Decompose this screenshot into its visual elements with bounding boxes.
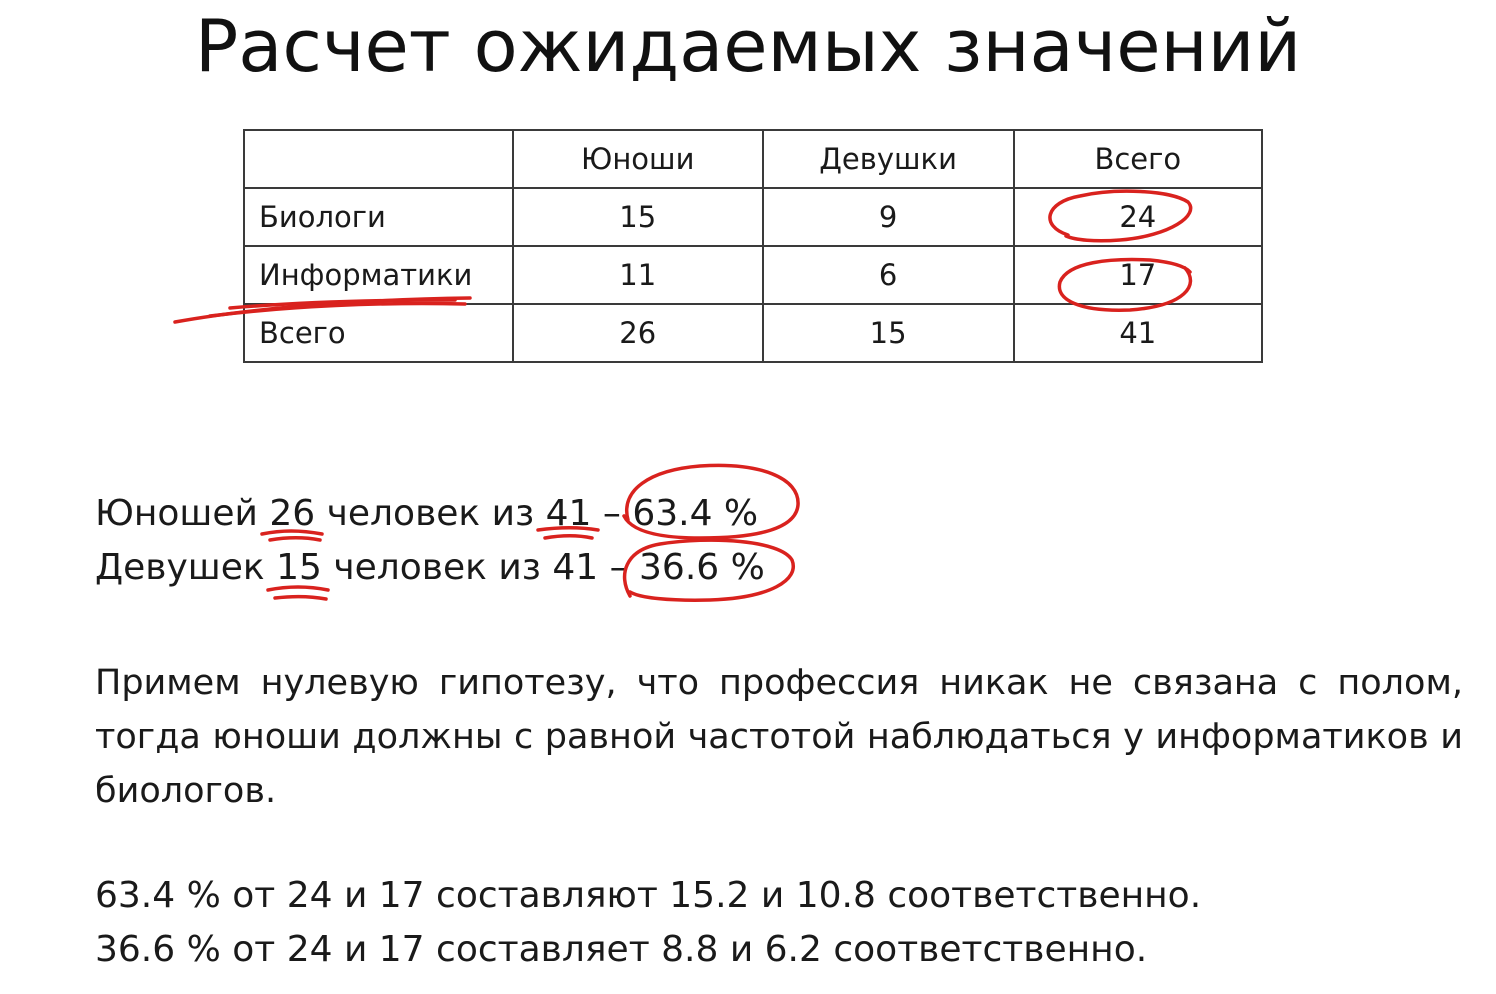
table-cell: 41: [1012, 303, 1264, 363]
result-line-girls: 36.6 % от 24 и 17 составляет 8.8 и 6.2 с…: [95, 929, 1148, 970]
boys-count: 26: [269, 493, 316, 534]
girls-count: 15: [276, 547, 322, 588]
table-cell: 9: [761, 187, 1015, 247]
hypothesis-paragraph: Примем нулевую гипотезу, что профессия н…: [95, 663, 1463, 811]
table-cell: 17: [1012, 245, 1264, 305]
contingency-table: Юноши Девушки Всего Биологи 15 9 24 Инфо…: [243, 129, 1264, 363]
share-line-boys: Юношей 26 человек из 41 – 63.4 %: [95, 493, 759, 534]
table-header-cell: Юноши: [511, 129, 764, 189]
table-row: Биологи 15 9 24: [243, 187, 1264, 247]
underline-annotation: [273, 594, 328, 601]
underline-annotation: [543, 534, 594, 540]
table-cell: 6: [761, 245, 1015, 305]
table-cell: 11: [511, 245, 764, 305]
table-cell: 15: [761, 303, 1015, 363]
total-count: 41: [545, 493, 592, 534]
table-cell: 24: [1012, 187, 1264, 247]
table-row: Информатики 11 6 17: [243, 245, 1264, 305]
result-line-boys: 63.4 % от 24 и 17 составляют 15.2 и 10.8…: [95, 875, 1202, 916]
share-line-girls: Девушек 15 человек из 41 – 36.6 %: [95, 547, 765, 588]
table-header-empty: [243, 129, 514, 189]
table-row: Всего 26 15 41: [243, 303, 1264, 363]
slide-title: Расчет ожидаемых значений: [194, 4, 1302, 88]
table-header-row: Юноши Девушки Всего: [243, 129, 1264, 189]
table-row-label: Биологи: [243, 187, 514, 247]
table-row-label: Информатики: [243, 245, 514, 305]
table-header-cell: Девушки: [761, 129, 1015, 189]
boys-percent: 63.4 %: [632, 493, 759, 534]
table-row-label: Всего: [243, 303, 514, 363]
table-cell: 15: [511, 187, 764, 247]
underline-annotation: [268, 536, 322, 542]
table-cell: 26: [511, 303, 764, 363]
table-header-cell: Всего: [1012, 129, 1264, 189]
girls-percent: 36.6 %: [639, 547, 765, 588]
